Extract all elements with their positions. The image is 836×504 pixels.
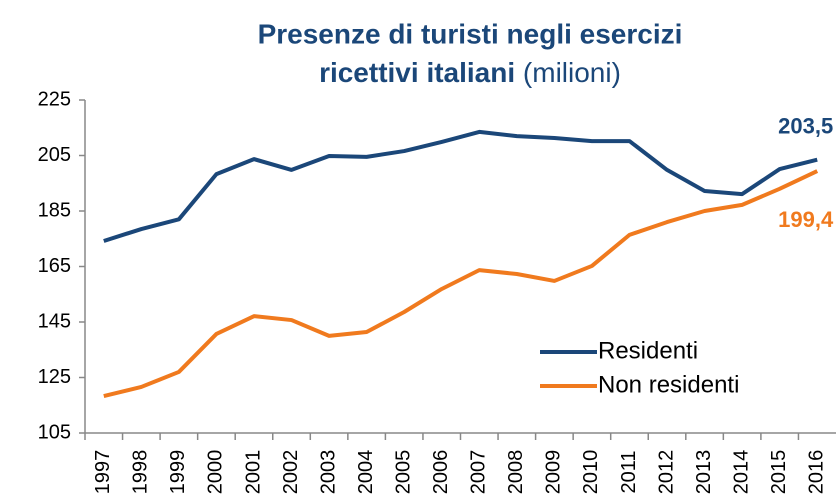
y-tick-label: 125: [38, 366, 71, 388]
data-label: 203,5: [778, 113, 833, 138]
x-tick-label: 2006: [430, 450, 452, 495]
x-tick-label: 2016: [806, 450, 828, 495]
x-tick-label: 2009: [543, 450, 565, 495]
x-tick-label: 2008: [505, 450, 527, 495]
x-tick-label: 2012: [655, 450, 677, 495]
x-tick-label: 2015: [768, 450, 790, 495]
line-series: [103, 129, 818, 243]
x-tick-label: 2004: [355, 450, 377, 495]
x-tick-label: 2013: [693, 450, 715, 495]
x-tick-label: 1998: [130, 450, 152, 495]
y-tick-label: 185: [38, 199, 71, 221]
x-tick-label: 2007: [468, 450, 490, 495]
line-series: [103, 169, 819, 399]
chart-title: Presenze di turisti negli esercizi: [258, 18, 683, 49]
y-tick-label: 145: [38, 310, 71, 332]
chart-subtitle: (milioni): [523, 57, 621, 88]
chart-title: ricettivi italiani: [319, 57, 515, 88]
x-tick-label: 2000: [205, 450, 227, 495]
x-tick-label: 2011: [618, 450, 640, 493]
x-tick-label: 2001: [242, 450, 264, 495]
y-tick-label: 205: [38, 144, 71, 166]
legend-label: Non residenti: [598, 371, 739, 398]
x-tick-label: 2002: [280, 450, 302, 495]
chart-title-line: ricettivi italiani (milioni): [319, 57, 621, 88]
x-tick-label: 1997: [92, 450, 114, 495]
x-tick-label: 2014: [730, 450, 752, 495]
legend-label: Residenti: [598, 337, 698, 364]
y-tick-label: 105: [38, 421, 71, 443]
x-tick-label: 2005: [392, 450, 414, 495]
x-tick-label: 1999: [167, 450, 189, 495]
x-tick-label: 2010: [580, 450, 602, 495]
y-tick-label: 165: [38, 255, 71, 277]
data-label: 199,4: [778, 207, 834, 232]
y-tick-label: 225: [38, 88, 71, 110]
x-tick-label: 2003: [317, 450, 339, 495]
